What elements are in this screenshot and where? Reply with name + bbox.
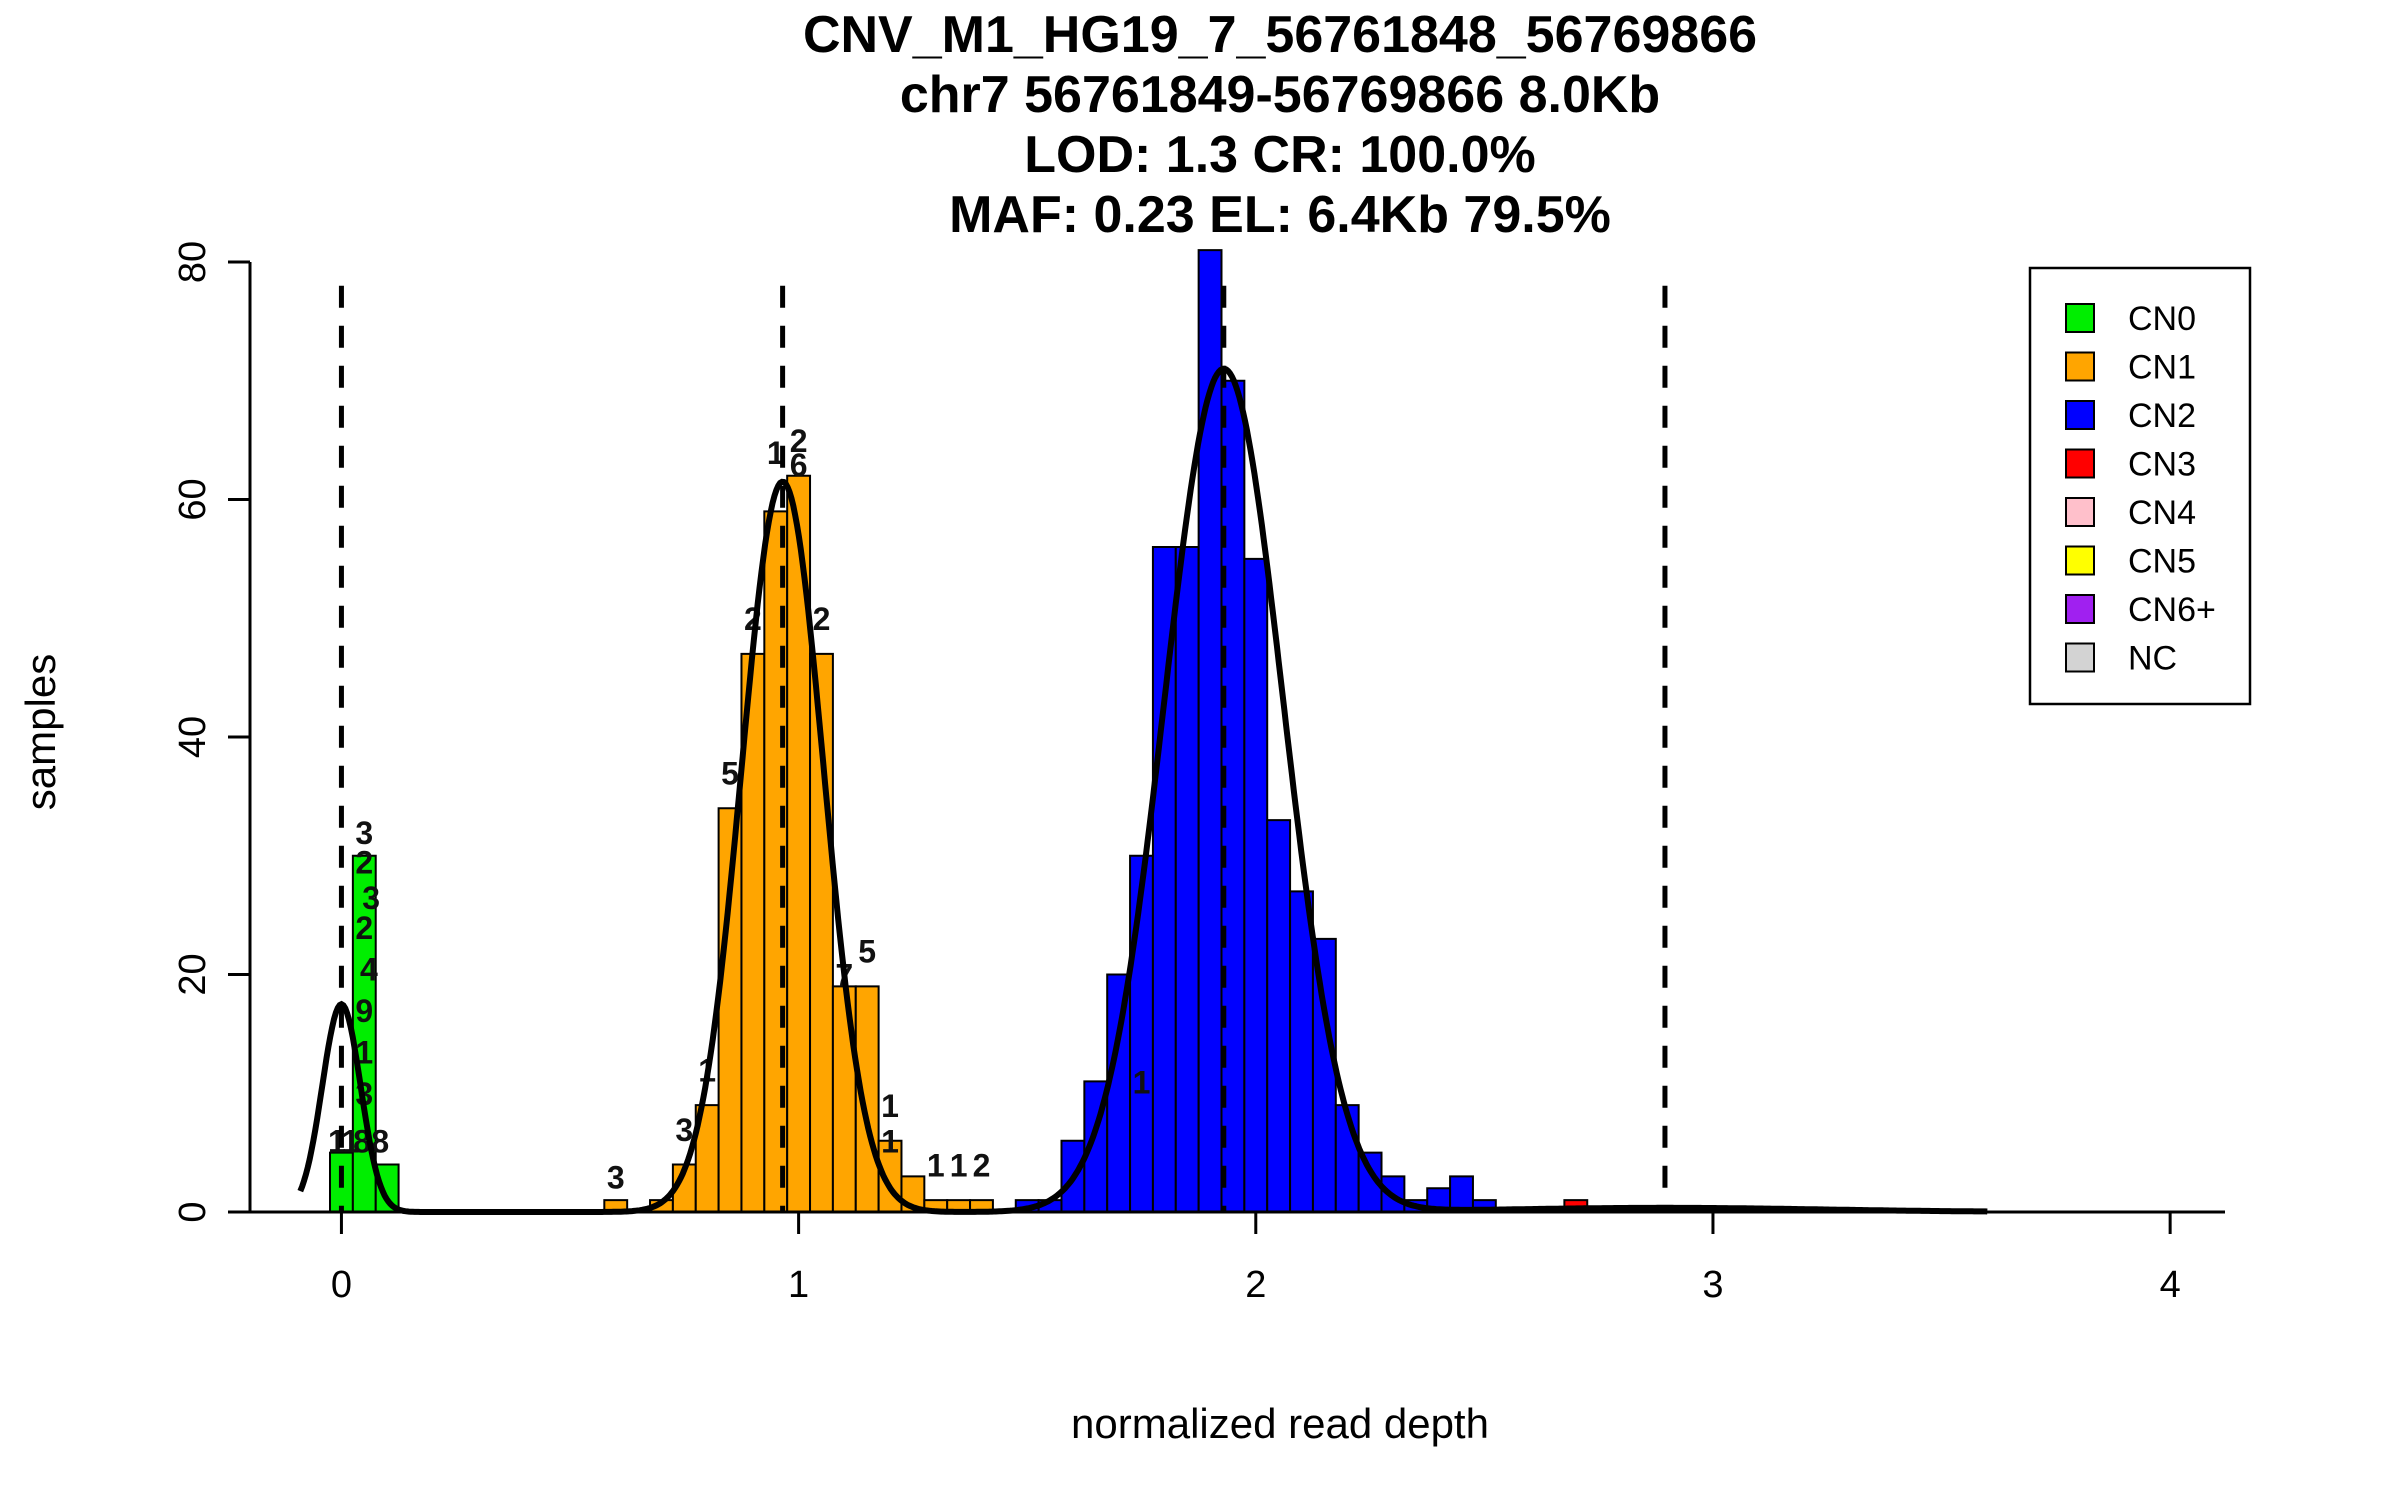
legend-box (2028, 266, 2252, 706)
x-axis: 0 1 2 3 4 (250, 1210, 2225, 1306)
bar-label-12: 3 (607, 1159, 625, 1195)
legend-swatch-cn5 (2065, 545, 2095, 576)
bar-label-3: 8 (371, 1124, 389, 1160)
bar-label-17: 2 (790, 423, 808, 459)
title-line-4: MAF: 0.23 EL: 6.4Kb 79.5% (949, 186, 1611, 244)
copy-number-reference-lines (338, 285, 1668, 1212)
bar-label-26: 1 (950, 1147, 968, 1183)
bar-label-8: 4 (360, 951, 378, 987)
legend-swatch-cn4 (2065, 497, 2095, 527)
title-line-2: chr7 56761849-56769866 8.0Kb (900, 66, 1660, 124)
title-line-3: LOD: 1.3 CR: 100.0% (1024, 126, 1536, 184)
x-tick-label-2: 2 (1245, 1264, 1266, 1306)
legend-swatch-cn6plus (2065, 594, 2095, 624)
bar-cn2-19 (1449, 1175, 1474, 1213)
legend-swatch-cn1 (2065, 351, 2095, 382)
bar-label-24: 1 (881, 1124, 899, 1160)
legend-swatch-nc (2065, 642, 2095, 673)
y-tick-label-1: 20 (172, 953, 214, 995)
legend: CN0 CN1 CN2 CN3 CN4 CN5 CN6+ NC (2028, 266, 2252, 706)
bar-label-7: 2 (355, 910, 373, 946)
histogram-bars (329, 249, 1589, 1213)
bar-cn2-7 (1174, 546, 1200, 1213)
bar-label-25: 1 (927, 1147, 945, 1183)
legend-label-cn3: CN3 (2128, 446, 2196, 484)
bar-label-21: 5 (858, 934, 876, 970)
bar-label-6: 3 (362, 880, 380, 916)
bar-cn2-12 (1289, 890, 1314, 1213)
bar-label-28: 1 (1133, 1064, 1151, 1100)
y-axis: 0 20 40 60 80 (172, 241, 252, 1223)
legend-swatch-cn3 (2065, 448, 2095, 479)
bar-label-1: 1 (342, 1124, 360, 1160)
x-tick-label-1: 1 (788, 1264, 809, 1306)
legend-label-cn0: CN0 (2128, 300, 2196, 338)
bar-cn2-10 (1243, 557, 1269, 1213)
legend-label-cn5: CN5 (2128, 543, 2196, 581)
y-tick-label-2: 40 (172, 716, 214, 758)
chart-title: CNV_M1_HG19_7_56761848_56769866 chr7 567… (803, 6, 1757, 244)
bar-label-5: 2 (355, 845, 373, 881)
bar-label-15: 5 (721, 756, 739, 792)
y-axis-label: samples (17, 654, 64, 810)
y-tick-label-0: 0 (172, 1201, 214, 1222)
bar-label-9: 9 (355, 993, 373, 1029)
x-axis-label: normalized read depth (1071, 1400, 1489, 1447)
legend-label-nc: NC (2128, 640, 2177, 678)
legend-swatch-cn0 (2065, 303, 2095, 333)
bar-label-13: 3 (675, 1112, 693, 1148)
x-tick-label-4: 4 (2160, 1264, 2181, 1306)
bar-label-4: 3 (355, 815, 373, 851)
x-tick-label-0: 0 (331, 1264, 352, 1306)
y-tick-label-3: 60 (172, 478, 214, 520)
legend-label-cn2: CN2 (2128, 397, 2196, 435)
legend-label-cn6plus: CN6+ (2128, 591, 2216, 629)
legend-label-cn1: CN1 (2128, 349, 2196, 387)
y-tick-label-4: 80 (172, 241, 214, 283)
bar-label-27: 2 (973, 1147, 991, 1183)
bar-cn2-11 (1266, 819, 1292, 1213)
bar-label-23: 1 (881, 1088, 899, 1124)
bar-label-18: 6 (790, 447, 808, 483)
legend-label-cn4: CN4 (2128, 494, 2196, 532)
x-tick-label-3: 3 (1702, 1264, 1723, 1306)
legend-swatch-cn2 (2065, 400, 2095, 430)
bar-cn2-4 (1106, 973, 1132, 1213)
title-line-1: CNV_M1_HG19_7_56761848_56769866 (803, 6, 1757, 64)
bar-label-20: 2 (813, 601, 831, 637)
